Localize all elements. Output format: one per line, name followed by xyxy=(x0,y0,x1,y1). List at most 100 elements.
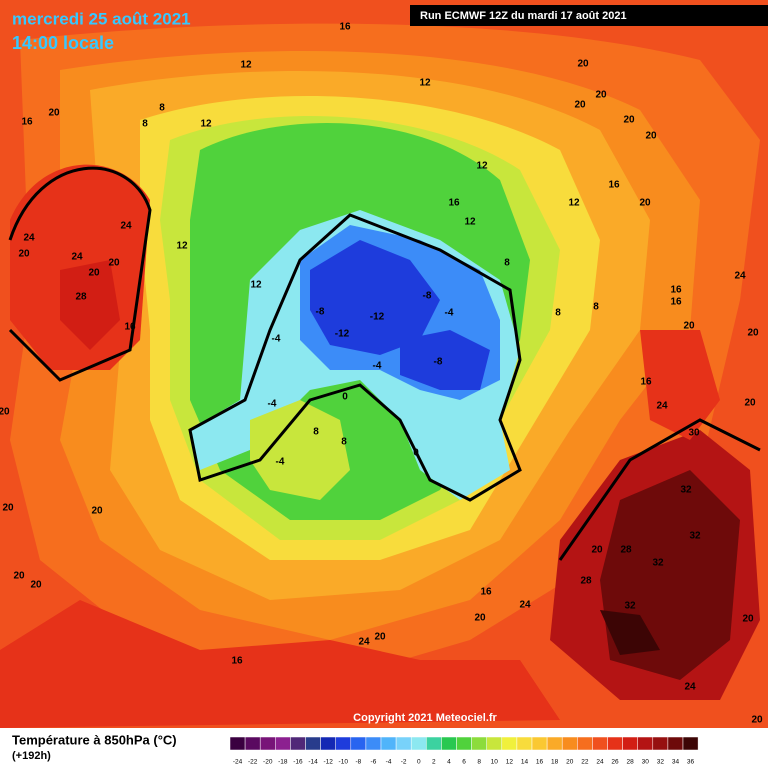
contour-label: 20 xyxy=(577,59,589,70)
contour-label: -8 xyxy=(316,307,325,318)
contour-label: 16 xyxy=(640,377,652,388)
colorbar-swatch xyxy=(516,736,533,751)
contour-label: -4 xyxy=(373,361,382,372)
contour-label: 8 xyxy=(593,302,599,313)
time: 14:00 locale xyxy=(12,33,114,53)
colorbar-swatch xyxy=(305,736,321,751)
colorbar-label: -4 xyxy=(386,759,392,766)
colorbar-label: 36 xyxy=(687,759,695,766)
colorbar-label: 34 xyxy=(672,759,680,766)
contour-label: 12 xyxy=(568,198,580,209)
colorbar-label: 16 xyxy=(536,759,544,766)
colorbar-swatch xyxy=(607,736,623,751)
colorbar-swatch xyxy=(350,736,367,751)
contour-label: 16 xyxy=(670,297,682,308)
colorbar-swatch xyxy=(667,736,684,751)
contour-label: 32 xyxy=(624,601,636,612)
colorbar-label: 30 xyxy=(642,759,650,766)
contour-label: 16 xyxy=(608,180,620,191)
contour-label: 16 xyxy=(21,117,33,128)
contour-label: 20 xyxy=(742,614,754,625)
contour-label: 20 xyxy=(595,90,607,101)
colorbar-swatch xyxy=(471,736,487,751)
contour-label: 20 xyxy=(30,580,42,591)
contour-label: 12 xyxy=(250,280,262,291)
colorbar-swatch xyxy=(546,736,563,751)
contour-label: 30 xyxy=(688,428,700,439)
colorbar-label: -10 xyxy=(339,759,349,766)
colorbar-swatch xyxy=(637,736,654,751)
contour-zero xyxy=(188,213,522,502)
contour-label: 20 xyxy=(374,632,386,643)
date: mercredi 25 août 2021 xyxy=(12,9,191,28)
contour-line xyxy=(558,418,761,561)
temp-zone xyxy=(600,610,660,655)
contour-label: 12 xyxy=(464,217,476,228)
colorbar-label: -22 xyxy=(248,759,258,766)
contour-label: 12 xyxy=(176,241,188,252)
contour-label: 32 xyxy=(689,531,701,542)
contour-label: 8 xyxy=(341,437,347,448)
contour-label: 28 xyxy=(620,545,632,556)
contour-label: -12 xyxy=(370,312,385,323)
contour-line xyxy=(8,166,152,382)
contour-label: -8 xyxy=(423,291,432,302)
colorbar-label: -18 xyxy=(278,759,288,766)
contour-label: 20 xyxy=(91,506,103,517)
colorbar-label: 4 xyxy=(447,759,451,766)
colorbar-swatch xyxy=(320,736,336,751)
colorbar-label: -20 xyxy=(263,759,273,766)
contour-label: -8 xyxy=(434,357,443,368)
contour-label: 20 xyxy=(747,328,759,339)
colorbar-swatch xyxy=(592,736,608,751)
contour-label: 12 xyxy=(240,60,252,71)
temp-zone xyxy=(0,600,560,728)
contour-label: 16 xyxy=(448,198,460,209)
colorbar-label: 14 xyxy=(521,759,529,766)
colorbar-swatch xyxy=(426,736,442,751)
contour-label: 20 xyxy=(744,398,756,409)
temp-zone xyxy=(250,400,350,500)
contour-label: 16 xyxy=(231,656,243,667)
colorbar-label: 0 xyxy=(417,759,421,766)
legend-lead: (+192h) xyxy=(12,750,51,762)
colorbar-label: -16 xyxy=(293,759,303,766)
contour-label: 24 xyxy=(519,600,531,611)
contour-label: 12 xyxy=(200,119,212,130)
copyright: Copyright 2021 Meteociel.fr xyxy=(353,712,497,724)
contour-label: 20 xyxy=(683,321,695,332)
temp-zone xyxy=(400,330,490,390)
colorbar-label: 2 xyxy=(432,759,436,766)
contour-label: 12 xyxy=(476,161,488,172)
run: Run ECMWF 12Z du mardi 17 août 2021 xyxy=(420,10,627,22)
contour-label: 20 xyxy=(645,131,657,142)
contour-label: 20 xyxy=(2,503,14,514)
colorbar-swatch xyxy=(622,736,638,751)
contour-label: 12 xyxy=(419,78,431,89)
colorbar-swatch xyxy=(380,736,397,751)
colorbar-swatch xyxy=(577,736,593,751)
temp-zone xyxy=(60,260,120,350)
temp-zone xyxy=(640,330,720,440)
colorbar-swatch xyxy=(365,736,382,751)
contour-label: 32 xyxy=(652,558,664,569)
contour-label: 8 xyxy=(555,308,561,319)
contour-label: 20 xyxy=(48,108,60,119)
contour-label: 24 xyxy=(656,401,668,412)
contour-label: 24 xyxy=(358,637,370,648)
contour-label: 20 xyxy=(623,115,635,126)
colorbar-label: -2 xyxy=(401,759,407,766)
colorbar-swatch xyxy=(290,736,306,751)
contour-label: 20 xyxy=(13,571,25,582)
contour-label: 24 xyxy=(684,682,696,693)
colorbar-swatch xyxy=(410,736,427,751)
contour-label: 32 xyxy=(680,485,692,496)
run-box xyxy=(410,5,768,26)
colorbar-swatch xyxy=(441,736,457,751)
colorbar-label: 28 xyxy=(627,759,635,766)
colorbar-label: -8 xyxy=(355,759,361,766)
colorbar-label: 26 xyxy=(611,759,619,766)
contour-label: 8 xyxy=(504,258,510,269)
colorbar-swatch xyxy=(275,736,291,751)
contour-label: 20 xyxy=(574,100,586,111)
